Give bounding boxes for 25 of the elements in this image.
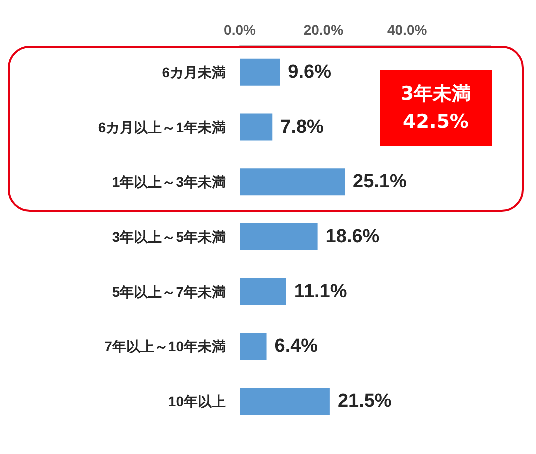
x-tick-label: 20.0%	[304, 22, 344, 38]
y-tick-label: 6カ月未満	[162, 64, 226, 80]
annotation: 3年未満 42.5%	[380, 70, 492, 146]
bar	[240, 278, 286, 306]
bar	[240, 114, 273, 141]
data-label: 7.8%	[280, 116, 324, 138]
y-tick-label: 1年以上～3年未満	[112, 174, 226, 190]
y-tick-label: 10年以上	[168, 394, 226, 410]
y-tick-label: 7年以上～10年未満	[104, 338, 226, 355]
bar	[240, 388, 330, 416]
y-tick-label: 6カ月以上～1年未満	[98, 119, 226, 136]
bar	[240, 168, 345, 196]
data-label: 11.1%	[294, 281, 348, 302]
data-label: 6.4%	[274, 336, 318, 358]
x-tick-label: 0.0%	[224, 22, 256, 38]
bar	[240, 224, 318, 250]
bar	[240, 333, 267, 360]
data-label: 25.1%	[353, 172, 407, 193]
bar	[240, 58, 280, 86]
y-tick-label: 3年以上～5年未満	[112, 229, 226, 245]
data-label: 18.6%	[326, 226, 380, 248]
x-tick-label: 40.0%	[387, 22, 428, 38]
y-tick-label: 5年以上～7年未満	[112, 284, 226, 300]
data-label: 21.5%	[338, 391, 392, 412]
data-label: 9.6%	[288, 62, 332, 83]
